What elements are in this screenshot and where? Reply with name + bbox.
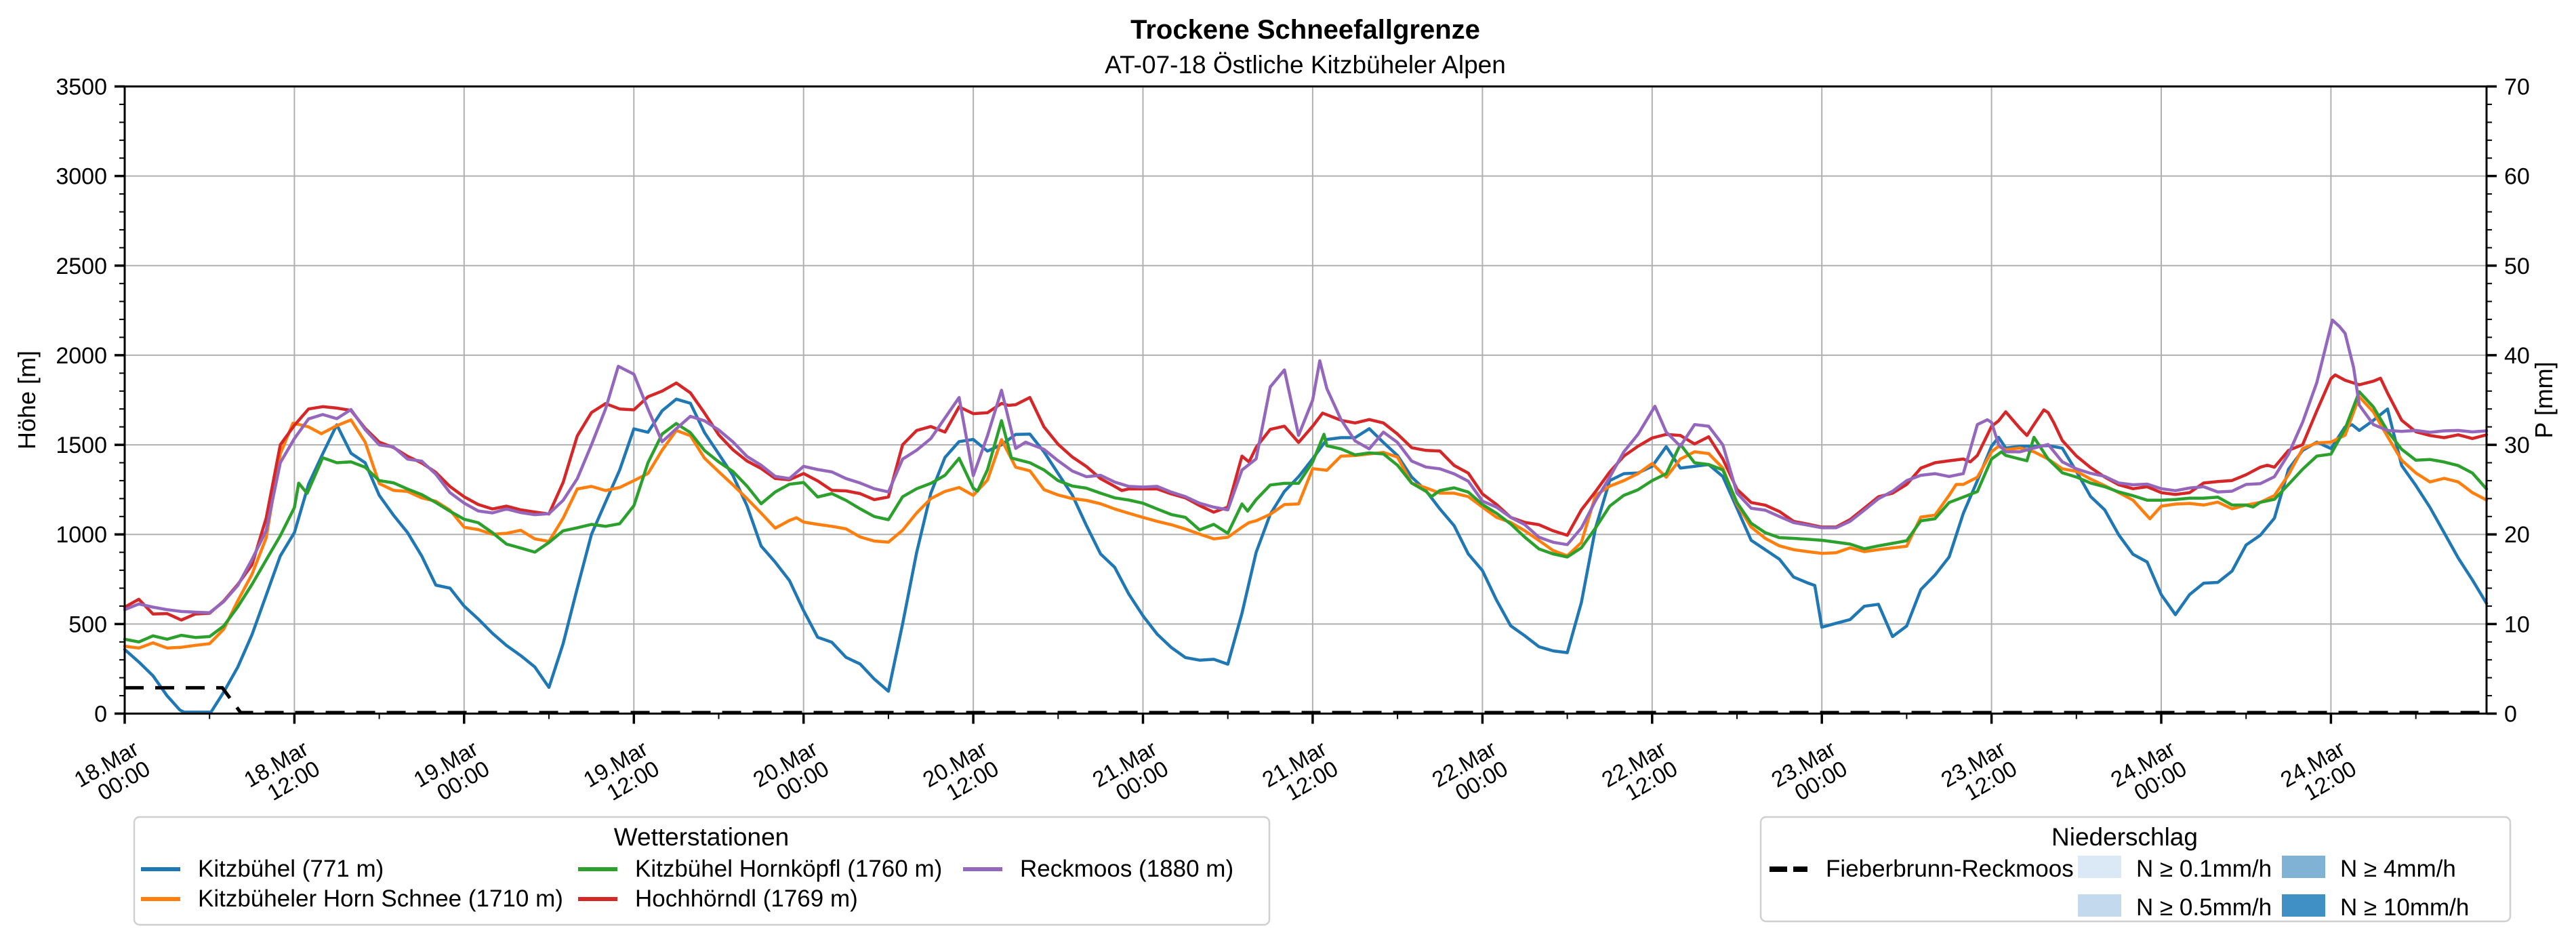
svg-text:Fieberbrunn-Reckmoos: Fieberbrunn-Reckmoos — [1826, 856, 2074, 882]
svg-text:0: 0 — [94, 702, 107, 727]
svg-text:Kitzbühel Hornköpfl (1760 m): Kitzbühel Hornköpfl (1760 m) — [635, 856, 942, 882]
svg-text:Höhe [m]: Höhe [m] — [13, 351, 41, 450]
svg-text:Reckmoos (1880 m): Reckmoos (1880 m) — [1020, 856, 1233, 882]
svg-text:N ≥ 0.1mm/h: N ≥ 0.1mm/h — [2136, 856, 2272, 882]
svg-text:N ≥ 10mm/h: N ≥ 10mm/h — [2340, 894, 2469, 921]
svg-text:Wetterstationen: Wetterstationen — [614, 823, 789, 851]
svg-text:500: 500 — [68, 612, 107, 637]
svg-text:Hochhörndl (1769 m): Hochhörndl (1769 m) — [635, 885, 858, 912]
svg-text:0: 0 — [2504, 702, 2517, 727]
svg-text:Kitzbüheler Horn Schnee (1710: Kitzbüheler Horn Schnee (1710 m) — [198, 885, 563, 912]
svg-text:Kitzbühel (771 m): Kitzbühel (771 m) — [198, 856, 384, 882]
svg-text:40: 40 — [2504, 343, 2530, 369]
svg-text:2000: 2000 — [56, 343, 107, 369]
svg-text:20: 20 — [2504, 522, 2530, 548]
svg-text:N ≥ 4mm/h: N ≥ 4mm/h — [2340, 856, 2456, 882]
svg-text:30: 30 — [2504, 433, 2530, 458]
svg-text:2500: 2500 — [56, 254, 107, 279]
svg-text:10: 10 — [2504, 612, 2530, 637]
svg-text:1000: 1000 — [56, 522, 107, 548]
svg-text:3000: 3000 — [56, 164, 107, 190]
svg-text:AT-07-18 Östliche Kitzbüheler: AT-07-18 Östliche Kitzbüheler Alpen — [1105, 51, 1506, 79]
svg-text:N ≥ 0.5mm/h: N ≥ 0.5mm/h — [2136, 894, 2272, 921]
svg-text:Trockene Schneefallgrenze: Trockene Schneefallgrenze — [1130, 15, 1480, 45]
svg-text:50: 50 — [2504, 254, 2530, 279]
svg-text:3500: 3500 — [56, 75, 107, 100]
svg-text:P [mm]: P [mm] — [2530, 361, 2558, 438]
svg-text:1500: 1500 — [56, 433, 107, 458]
svg-text:70: 70 — [2504, 75, 2530, 100]
svg-text:Niederschlag: Niederschlag — [2051, 823, 2198, 851]
svg-text:60: 60 — [2504, 164, 2530, 190]
